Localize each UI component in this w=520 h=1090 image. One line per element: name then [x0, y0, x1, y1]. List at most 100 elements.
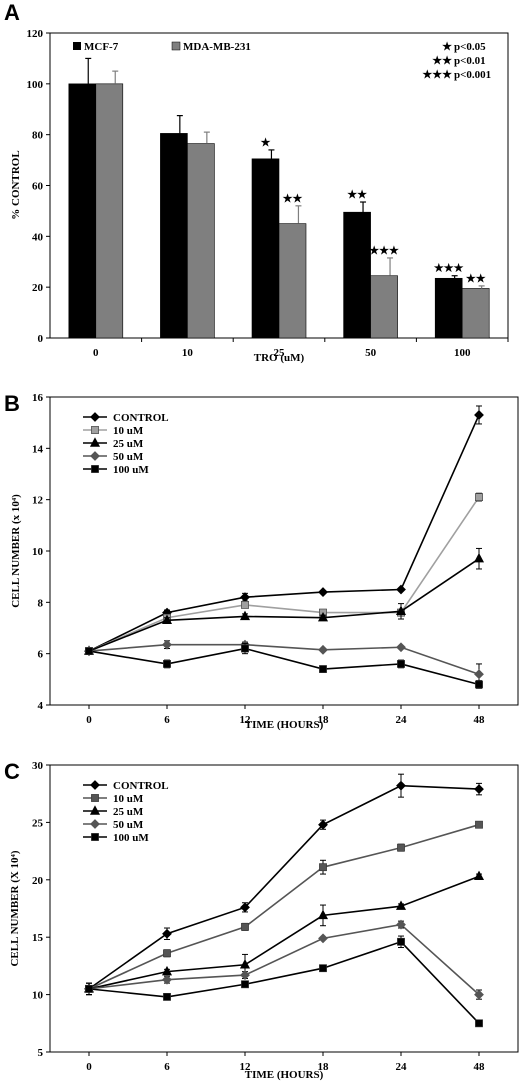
x-tick-label: 6	[164, 1061, 170, 1073]
legend-marker	[90, 780, 100, 790]
series-line	[88, 643, 480, 675]
significance-key-label: p<0.001	[454, 69, 491, 81]
significance-stars: ★★	[466, 273, 486, 285]
data-point	[395, 900, 407, 910]
y-tick-label: 4	[38, 700, 44, 712]
data-point	[241, 980, 249, 989]
x-tick-label: 0	[86, 1061, 92, 1073]
series-line	[88, 558, 480, 652]
y-tick-label: 80	[32, 130, 44, 142]
data-point	[239, 610, 251, 621]
legend-label: 25 uM	[113, 806, 144, 818]
legend-label: 100 uM	[113, 464, 149, 476]
data-point	[240, 970, 250, 980]
data-point	[473, 870, 485, 881]
legend-label: 25 uM	[113, 438, 144, 450]
data-point	[85, 647, 93, 655]
data-point	[474, 784, 484, 795]
x-tick-label: 48	[474, 714, 486, 726]
legend-marker	[90, 412, 100, 422]
significance-key-stars: ★★★	[422, 69, 452, 81]
legend-marker	[91, 465, 99, 473]
legend-marker	[89, 437, 101, 447]
x-tick-label: 48	[474, 1061, 486, 1073]
data-point	[241, 600, 249, 609]
data-point	[162, 974, 172, 985]
y-tick-label: 10	[32, 546, 44, 558]
legend-swatch	[73, 42, 81, 50]
significance-stars: ★	[261, 137, 271, 149]
y-tick-label: 20	[32, 875, 44, 887]
data-point	[396, 642, 406, 653]
data-point	[240, 902, 250, 913]
series-line	[88, 496, 480, 652]
bar	[187, 143, 215, 339]
series-line	[88, 875, 480, 990]
significance-stars: ★★★	[369, 245, 399, 257]
data-point	[319, 964, 327, 973]
y-tick-label: 60	[32, 181, 44, 193]
significance-key-label: p<0.01	[454, 55, 486, 67]
legend-label: 100 uM	[113, 832, 149, 844]
y-tick-label: 8	[38, 597, 44, 609]
bar	[343, 211, 371, 339]
significance-stars: ★★	[283, 193, 303, 205]
data-point	[318, 587, 328, 597]
data-point	[396, 919, 406, 930]
y-tick-label: 15	[32, 932, 44, 944]
data-point	[241, 922, 249, 931]
data-point	[474, 669, 484, 680]
legend-swatch	[171, 41, 181, 51]
data-point	[396, 780, 406, 791]
x-axis-title: TIME (HOURS)	[245, 1069, 324, 1081]
x-axis-title: TRO (uM)	[254, 352, 305, 364]
data-point	[474, 410, 484, 420]
legend-marker	[91, 794, 99, 802]
y-axis-title: % CONTROL	[10, 150, 22, 219]
y-axis-title: CELL NUMBER (X 10⁴)	[9, 850, 21, 966]
x-tick-label: 10	[182, 347, 194, 359]
data-point	[473, 552, 485, 563]
series-line	[88, 923, 480, 996]
data-point	[162, 928, 172, 939]
x-tick-label: 24	[396, 1061, 408, 1073]
legend-label: CONTROL	[113, 412, 169, 424]
bar	[251, 158, 280, 339]
series-line	[88, 784, 480, 990]
y-tick-label: 0	[38, 333, 44, 345]
series-line	[88, 940, 480, 1024]
y-axis-title: CELL NUMBER (x 10⁴)	[10, 494, 22, 608]
data-point	[317, 909, 329, 920]
panel-label: B	[4, 391, 20, 416]
legend-marker	[91, 426, 99, 434]
data-point	[241, 644, 249, 653]
data-point	[318, 819, 328, 830]
y-tick-label: 20	[32, 282, 44, 294]
y-tick-label: 25	[32, 817, 44, 829]
plot-frame	[49, 764, 519, 1053]
data-point	[318, 644, 328, 655]
y-tick-label: 40	[32, 231, 44, 243]
significance-key-label: p<0.05	[454, 41, 486, 53]
panel-label: A	[4, 0, 20, 25]
x-axis-title: TIME (HOURS)	[245, 719, 324, 731]
data-point	[161, 614, 173, 624]
x-tick-label: 50	[365, 347, 377, 359]
data-point	[85, 984, 93, 993]
data-point	[163, 949, 171, 958]
x-tick-label: 18	[318, 714, 330, 726]
legend-marker	[90, 819, 100, 829]
bar	[461, 288, 490, 339]
data-point	[239, 958, 251, 969]
data-point	[162, 639, 172, 650]
data-point	[319, 665, 327, 673]
legend-marker	[90, 451, 100, 461]
data-point	[475, 820, 483, 829]
x-tick-label: 0	[93, 347, 99, 359]
legend-label: MCF-7	[84, 41, 119, 53]
y-tick-label: 12	[32, 495, 44, 507]
series-line	[88, 414, 480, 652]
data-point	[475, 493, 483, 501]
legend-label: 50 uM	[113, 451, 144, 463]
